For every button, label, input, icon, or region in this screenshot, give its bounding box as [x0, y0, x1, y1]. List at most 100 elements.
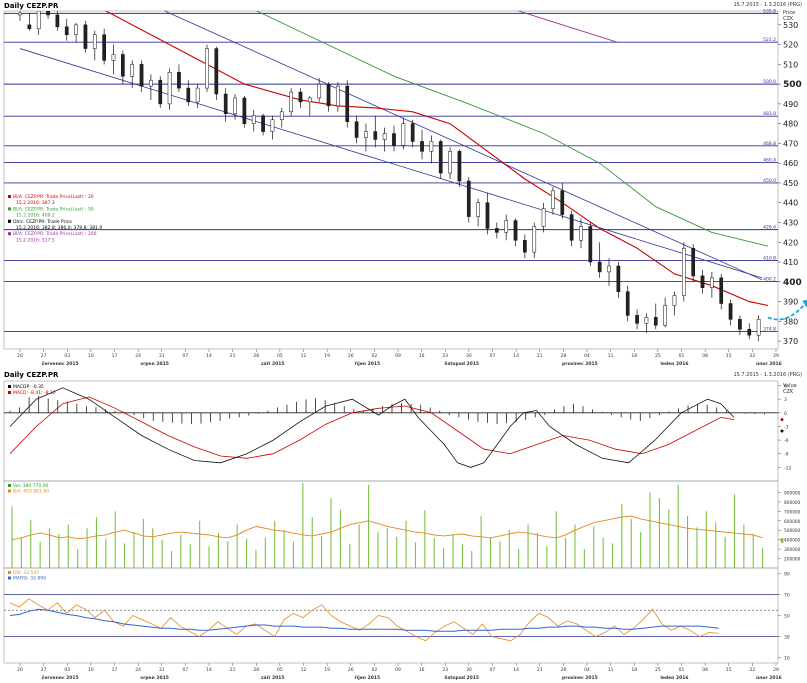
x-tick-label: 12 [301, 667, 307, 673]
macd-signal-line [9, 396, 735, 459]
x-tick-label: 24 [135, 353, 141, 359]
price-legend-entry: Bl/A: CEZP.PR: Trade Price(Last) : 20 [13, 194, 94, 200]
price-y-label: 420 [783, 238, 798, 247]
x-tick-label: 29 [773, 667, 779, 673]
x-tick-label: 01 [679, 667, 685, 673]
candle-body [382, 133, 387, 140]
volume-marker [780, 540, 784, 544]
x-tick-label: 27 [41, 353, 47, 359]
candle-body [644, 317, 649, 324]
legend-swatch [8, 232, 11, 236]
candle-body [672, 295, 677, 306]
candle-body [27, 24, 32, 30]
x-tick-label: 10 [88, 667, 94, 673]
x-tick-label: 07 [490, 353, 496, 359]
rsi-legend-entry: RSI: 33.537 [13, 570, 39, 576]
price-y-label: 470 [783, 139, 798, 148]
price-y-label: 440 [783, 199, 798, 208]
x-tick-label: 02 [372, 353, 378, 359]
candle-body [625, 291, 630, 316]
price-legend-entry: 15.2.2016: 517.5 [16, 237, 55, 243]
candle-body [438, 141, 443, 174]
rsi-legend-swatch [8, 576, 11, 580]
price-level-label: 374.8 [763, 327, 776, 333]
candle-body [36, 11, 41, 30]
rsi-y-label: 30 [784, 635, 790, 641]
candle-body [167, 72, 172, 105]
macd-legend-entry: MACD: -8.41; -8.16 [13, 390, 56, 396]
macd-y-label: -3 [784, 424, 789, 430]
month-label: leden 2016 [660, 675, 688, 681]
macd-y-label: -9 [784, 452, 789, 458]
price-candles [18, 11, 761, 342]
candle-body [691, 247, 696, 277]
x-tick-label: 18 [631, 667, 637, 673]
price-legend: Bl/A: CEZP.PR: Trade Price(Last) : 20 15.… [8, 194, 102, 243]
candle-body [410, 123, 415, 142]
macd-date-range: 15.7.2015 - 1.3.2016 (PRG) [733, 372, 802, 378]
ma50-line [255, 11, 769, 247]
price-level-label: 410.8 [763, 255, 776, 261]
x-tick-label: 08 [702, 667, 708, 673]
x-tick-label: 26 [348, 667, 354, 673]
macd-line [9, 387, 735, 468]
x-tick-label: 30 [466, 353, 472, 359]
price-y-axis: 370 380 390 400 410 420 430 440 450 460 470 480 490 5… [778, 21, 802, 346]
x-tick-label: 01 [679, 353, 685, 359]
month-label: červenec 2015 [42, 360, 79, 367]
volume-legend-swatch [8, 484, 11, 487]
x-tick-label: 02 [372, 667, 378, 673]
x-tick-label: 25 [655, 667, 661, 673]
candle-body [92, 34, 97, 49]
price-title: Daily CEZP.PR [4, 2, 59, 10]
x-tick-label: 28 [253, 667, 259, 673]
month-label: prosinec 2015 [562, 675, 598, 681]
currency-label: CZK [783, 16, 794, 22]
price-level-label: 400.2 [763, 276, 776, 282]
rsi-y-label: 10 [784, 656, 790, 662]
price-y-label: 430 [783, 218, 798, 227]
x-tick-label: 17 [112, 353, 118, 359]
price-level-label: 535.8 [763, 8, 776, 14]
x-tick-label: 17 [112, 667, 118, 673]
x-tick-label: 03 [64, 353, 70, 359]
candle-body [46, 11, 50, 16]
legend-swatch [8, 207, 11, 211]
candle-body [728, 303, 733, 320]
candle-body [551, 190, 555, 209]
x-tick-label: 26 [348, 353, 354, 359]
x-tick-label: 24 [135, 667, 141, 673]
rsi-legend-swatch [8, 571, 11, 574]
x-tick-label: 23 [442, 353, 448, 359]
trendline [164, 10, 763, 281]
x-tick-label: 05 [277, 667, 283, 673]
candle-body [373, 131, 378, 140]
month-label: srpen 2015 [140, 675, 168, 681]
volume-legend-entry: BiA: 403 881.60 [13, 489, 49, 495]
x-tick-label: 11 [608, 667, 614, 673]
price-date-range: 15.7.2015 - 1.3.2016 (PRG) [733, 2, 802, 8]
price-y-label: 520 [783, 41, 798, 50]
month-label: září 2015 [261, 360, 285, 367]
price-level-label: 468.8 [763, 141, 776, 147]
candle-body [205, 48, 209, 89]
x-tick-label: 07 [183, 667, 189, 673]
candle-body [494, 228, 499, 233]
price-y-label: 370 [783, 337, 798, 346]
x-tick-label: 09 [395, 667, 401, 673]
x-tick-label: 14 [206, 353, 212, 359]
arrow-path [767, 302, 807, 321]
candle-body [597, 261, 602, 273]
price-level-label: 500.0 [763, 79, 776, 85]
candle-body [177, 72, 181, 89]
candle-body [242, 97, 247, 124]
x-tick-label: 25 [655, 353, 661, 359]
price-y-label: 410 [783, 258, 798, 267]
candle-body [756, 319, 761, 336]
x-tick-label: 28 [561, 353, 567, 359]
candle-body [317, 83, 322, 99]
